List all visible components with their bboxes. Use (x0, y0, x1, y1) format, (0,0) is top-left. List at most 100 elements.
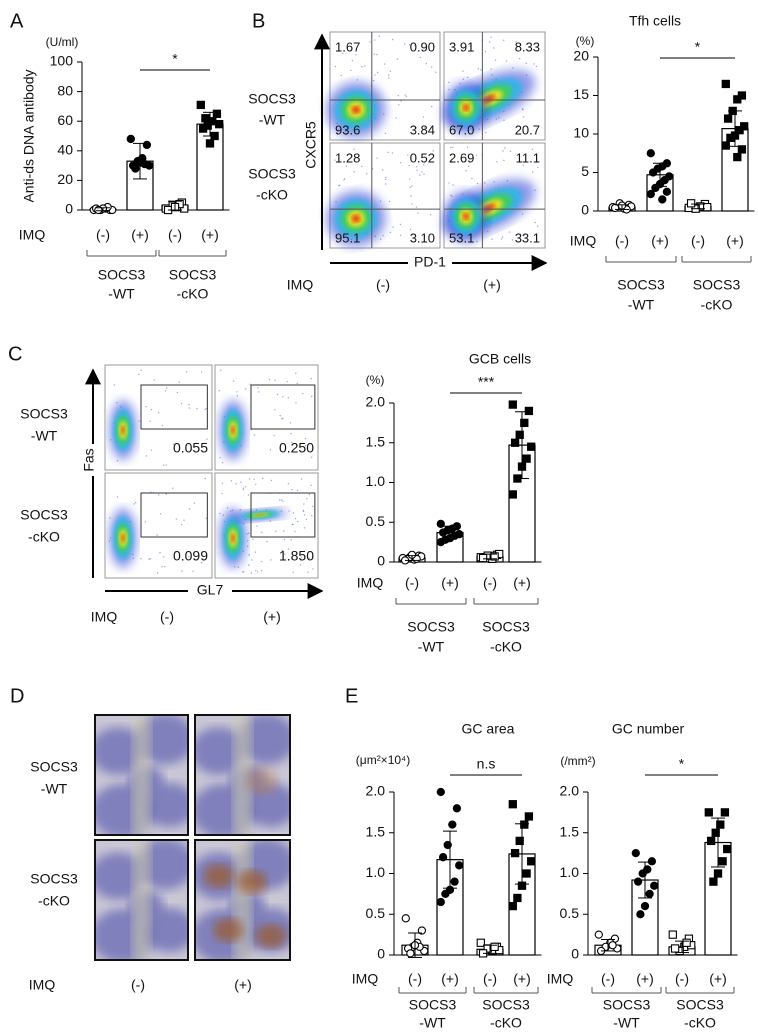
gate (140, 492, 208, 538)
event-dot (294, 530, 296, 533)
event-dot (300, 478, 303, 480)
event-dot (290, 539, 292, 541)
image-frame (94, 839, 189, 961)
event-dot (200, 371, 203, 373)
event-dot (334, 159, 336, 161)
event-dot (244, 388, 247, 390)
event-dot (396, 58, 399, 60)
axis-unit: (μm²×10⁴) (356, 753, 410, 767)
event-dot (361, 66, 363, 68)
event-dot (245, 486, 247, 488)
cell-density (256, 514, 264, 516)
event-dot (398, 104, 400, 106)
column-label: (-) (376, 277, 390, 293)
data-point (131, 164, 140, 173)
data-point (720, 808, 730, 817)
event-dot (178, 381, 180, 383)
event-dot (235, 483, 237, 485)
significance-label: * (679, 756, 685, 772)
group-label: -cKO (701, 297, 733, 313)
event-dot (310, 484, 312, 487)
x-tick-label: (-) (601, 971, 615, 987)
stroma (233, 840, 252, 960)
event-dot (533, 63, 535, 65)
event-dot (381, 169, 384, 171)
event-dot (399, 234, 402, 237)
data-point (510, 848, 520, 858)
data-point (646, 189, 655, 199)
event-dot (261, 531, 263, 534)
event-dot (246, 540, 249, 542)
event-dot (484, 50, 487, 53)
data-point (406, 949, 415, 958)
error-bar (168, 200, 182, 211)
event-dot (522, 164, 525, 167)
image-frame (94, 714, 189, 836)
error-bar (515, 823, 529, 885)
event-dot (417, 212, 419, 214)
event-dot (415, 157, 417, 160)
row-label: IMQ (570, 233, 597, 249)
data-point (646, 149, 655, 158)
row-label: IMQ (19, 227, 46, 243)
event-dot (180, 402, 183, 405)
cell-density (121, 533, 125, 543)
data-point (713, 869, 723, 878)
data-point (726, 133, 735, 142)
error-bar (443, 525, 457, 540)
event-dot (150, 449, 153, 451)
event-dot (221, 461, 224, 464)
panel-label: A (10, 10, 24, 32)
data-point (513, 893, 522, 903)
event-dot (536, 225, 539, 227)
data-point (490, 552, 499, 561)
event-dot (471, 177, 473, 180)
y-tick-label: 2.0 (366, 394, 386, 410)
event-dot (289, 422, 292, 424)
event-dot (391, 152, 394, 154)
group-label: SOCS3 (676, 997, 724, 1013)
event-dot (164, 565, 166, 568)
row-label: IMQ (91, 609, 118, 625)
event-dot (366, 173, 368, 175)
error-bar (408, 932, 422, 958)
germinal-center (256, 924, 286, 948)
data-point (631, 848, 640, 858)
event-dot (268, 378, 271, 381)
quadrant-value: 53.1 (449, 230, 474, 245)
event-dot (342, 52, 344, 55)
quadrant-value: 3.10 (410, 230, 435, 245)
event-dot (491, 238, 493, 240)
event-dot (303, 527, 306, 529)
event-dot (415, 127, 418, 129)
event-dot (423, 127, 426, 129)
event-dot (261, 560, 263, 563)
event-dot (253, 434, 256, 436)
quadrant-value: 11.1 (516, 150, 540, 165)
event-dot (312, 568, 314, 570)
event-dot (399, 162, 402, 164)
significance-label: *** (478, 374, 495, 390)
event-dot (176, 391, 179, 394)
data-point (527, 857, 536, 866)
column-label: (+) (263, 609, 281, 625)
y-tick-label: 1.5 (366, 823, 386, 839)
axis-unit: (/mm²) (560, 754, 595, 768)
event-dot (291, 523, 294, 525)
event-dot (430, 214, 432, 216)
histology-image (94, 714, 189, 836)
image-frame (194, 714, 291, 836)
event-dot (408, 178, 411, 180)
event-dot (416, 169, 418, 171)
event-dot (484, 182, 486, 184)
data-point (723, 844, 732, 854)
event-dot (372, 79, 375, 82)
quadrant-value: 95.1 (335, 230, 360, 245)
event-dot (409, 186, 411, 188)
y-axis-label: CXCR5 (303, 121, 319, 169)
flow-plot (326, 142, 441, 249)
data-point (650, 881, 659, 890)
x-tick-label: (-) (96, 227, 110, 243)
event-dot (276, 393, 279, 396)
event-dot (251, 559, 253, 561)
